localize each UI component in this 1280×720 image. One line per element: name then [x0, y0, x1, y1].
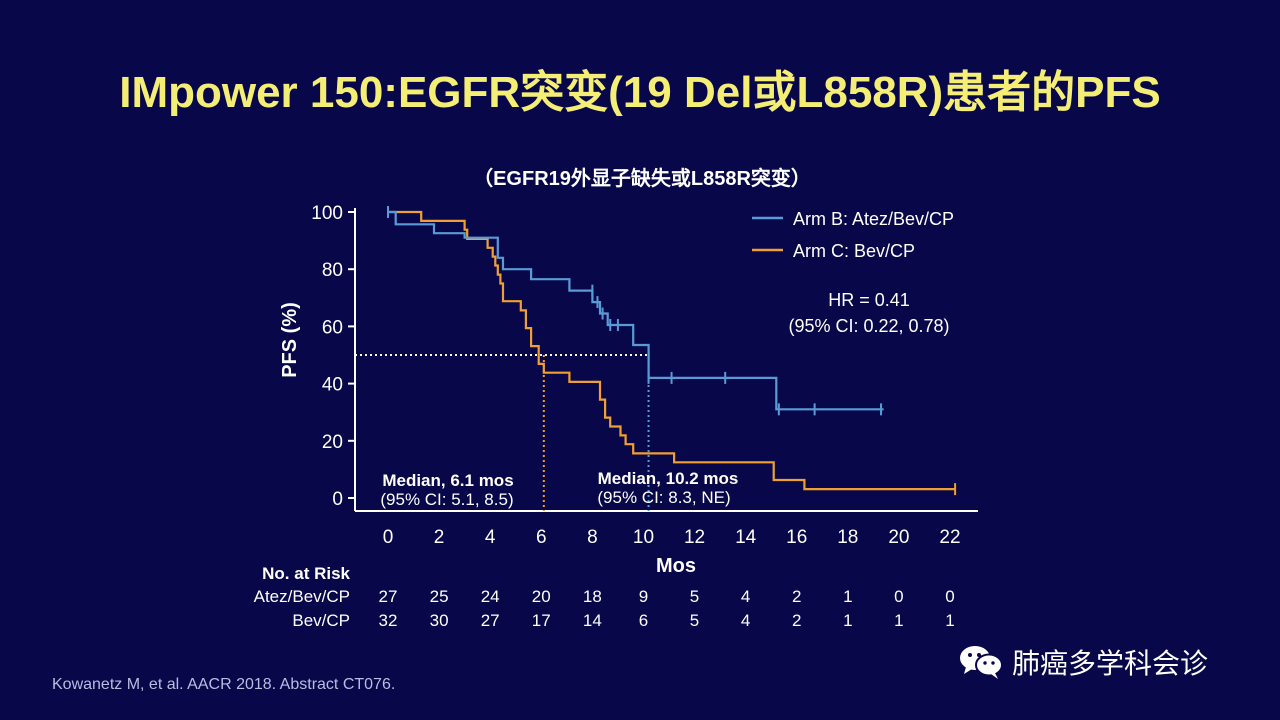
x-tick-label: 8 — [587, 527, 598, 548]
risk-value: 0 — [945, 587, 954, 606]
risk-table-header: No. at Risk — [262, 564, 350, 583]
legend-label-arm-b: Arm B: Atez/Bev/CP — [793, 209, 954, 229]
x-tick-label: 6 — [536, 527, 547, 548]
risk-value: 27 — [481, 611, 500, 630]
median-ci-arm-c: (95% CI: 5.1, 8.5) — [380, 490, 513, 509]
wechat-icon — [960, 646, 1003, 679]
hr-ci-annotation: (95% CI: 0.22, 0.78) — [788, 316, 949, 336]
risk-value: 27 — [379, 587, 398, 606]
hr-annotation: HR = 0.41 — [828, 290, 910, 310]
risk-value: 24 — [481, 587, 500, 606]
x-tick-label: 20 — [888, 527, 909, 548]
x-tick-label: 10 — [633, 527, 654, 548]
km-curve-arm-b — [388, 210, 884, 411]
km-curve-arm-c — [388, 210, 956, 491]
risk-value: 30 — [430, 611, 449, 630]
risk-value: 20 — [532, 587, 551, 606]
risk-value: 14 — [583, 611, 602, 630]
watermark: 肺癌多学科会诊 — [958, 642, 1208, 682]
y-tick-label: 40 — [322, 375, 343, 396]
risk-value: 5 — [690, 611, 699, 630]
y-tick-label: 80 — [322, 260, 343, 281]
risk-value: 32 — [379, 611, 398, 630]
risk-value: 4 — [741, 611, 750, 630]
risk-value: 5 — [690, 587, 699, 606]
risk-value: 6 — [639, 611, 648, 630]
y-tick-label: 100 — [311, 203, 343, 224]
median-ci-arm-b: (95% CI: 8.3, NE) — [597, 488, 730, 507]
median-label-arm-c: Median, 6.1 mos — [382, 471, 513, 490]
legend-label-arm-c: Arm C: Bev/CP — [793, 241, 915, 261]
risk-value: 2 — [792, 587, 801, 606]
y-tick-label: 60 — [322, 317, 343, 338]
x-tick-label: 0 — [383, 527, 394, 548]
risk-row-label: Atez/Bev/CP — [254, 587, 350, 606]
watermark-text: 肺癌多学科会诊 — [1012, 648, 1209, 679]
y-axis-title: PFS (%) — [279, 302, 301, 378]
x-tick-label: 18 — [837, 527, 858, 548]
risk-value: 1 — [843, 611, 852, 630]
risk-value: 25 — [430, 587, 449, 606]
x-tick-label: 12 — [684, 527, 705, 548]
risk-value: 18 — [583, 587, 602, 606]
x-axis-title: Mos — [656, 555, 696, 577]
y-tick-label: 20 — [322, 432, 343, 453]
median-label-arm-b: Median, 10.2 mos — [598, 469, 739, 488]
x-tick-label: 14 — [735, 527, 757, 548]
x-tick-label: 2 — [434, 527, 445, 548]
risk-value: 2 — [792, 611, 801, 630]
risk-value: 0 — [894, 587, 903, 606]
citation-footnote: Kowanetz M, et al. AACR 2018. Abstract C… — [52, 676, 396, 693]
risk-value: 4 — [741, 587, 750, 606]
page-title: IMpower 150:EGFR突变(19 Del或L858R)患者的PFS — [119, 68, 1161, 117]
risk-row-label: Bev/CP — [292, 611, 350, 630]
chart-subtitle: （EGFR19外显子缺失或L858R突变） — [473, 166, 811, 190]
x-tick-label: 22 — [939, 527, 960, 548]
risk-value: 17 — [532, 611, 551, 630]
y-tick-label: 0 — [332, 489, 343, 510]
risk-value: 1 — [945, 611, 954, 630]
x-tick-label: 16 — [786, 527, 807, 548]
risk-value: 1 — [843, 587, 852, 606]
x-tick-label: 4 — [485, 527, 496, 548]
risk-value: 1 — [894, 611, 903, 630]
risk-value: 9 — [639, 587, 648, 606]
